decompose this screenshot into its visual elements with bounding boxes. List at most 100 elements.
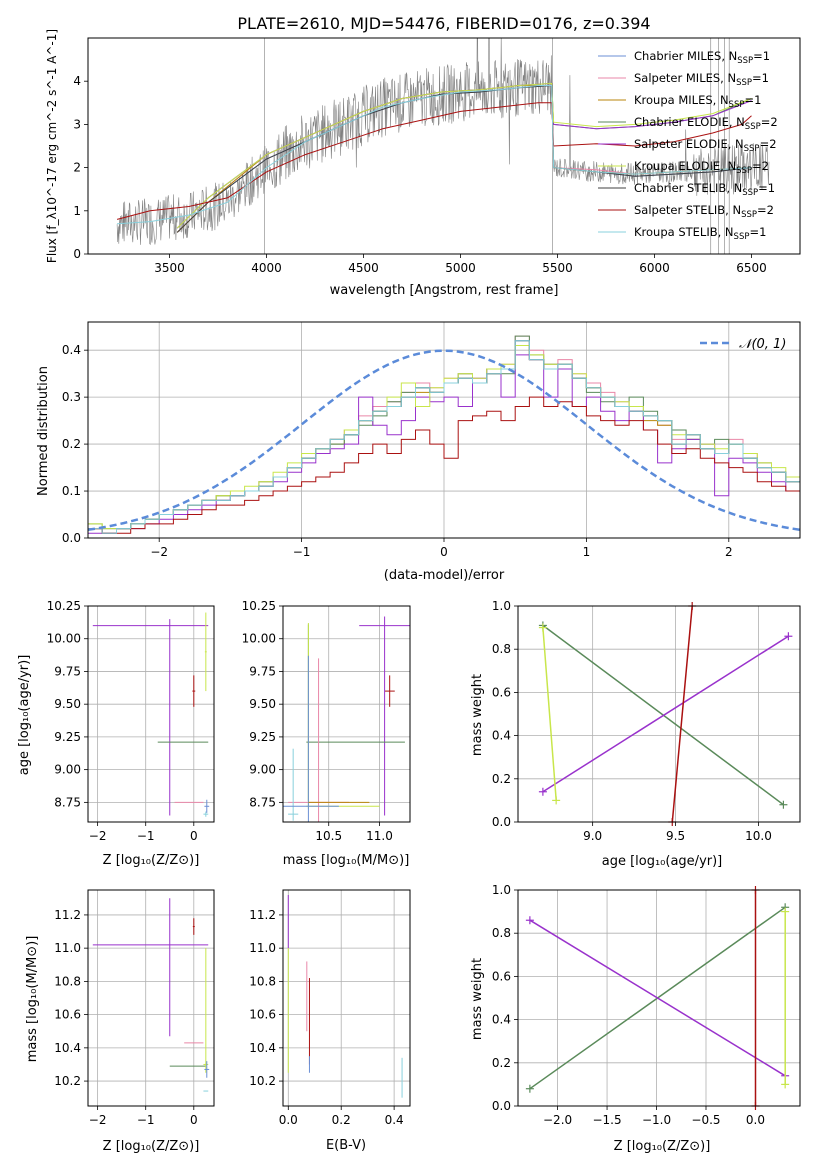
x-tick-label: −0.5 xyxy=(691,1113,720,1127)
model-line xyxy=(116,102,752,220)
z-weight-xlabel: Z [log₁₀(Z/Z⊙)] xyxy=(614,1139,711,1154)
axes-frame xyxy=(87,321,801,539)
legend-tail: =2 xyxy=(757,203,774,217)
legend-label: Kroupa STELIB, NSSP=1 xyxy=(634,225,766,242)
legend-subscript: SSP xyxy=(744,144,760,154)
residuals-panel: −2 −1 0 1 2 0.0 0.1 0.2 0.3 0.4 xyxy=(62,321,801,559)
x-tick-label: 0.2 xyxy=(332,1113,351,1127)
axes-frame xyxy=(282,605,411,823)
spectrum-panel: 3500 4000 4500 5000 5500 6000 6500 0 1 2 3 4 xyxy=(73,37,801,275)
y-tick-label: 0.2 xyxy=(492,1056,511,1070)
legend-tail: =2 xyxy=(752,159,769,173)
y-tick-label: 10.4 xyxy=(249,1041,276,1055)
y-tick-label: 4 xyxy=(73,74,81,88)
weight-line xyxy=(529,919,786,1077)
y-tick-label: 0.1 xyxy=(62,484,81,498)
y-tick-label: 10.6 xyxy=(249,1008,276,1022)
legend-subscript: SSP xyxy=(741,210,757,220)
legend-label: Chabrier STELIB, NSSP=1 xyxy=(634,181,775,198)
y-tick-label: 10.4 xyxy=(54,1041,81,1055)
legend-tail: =1 xyxy=(758,181,775,195)
x-tick-label: −2 xyxy=(89,1113,107,1127)
y-tick-label: 3 xyxy=(73,117,81,131)
axes-frame xyxy=(282,889,411,1107)
y-tick-label: 10.2 xyxy=(249,1074,276,1088)
y-tick-label: 0.4 xyxy=(492,729,511,743)
y-tick-label: 0.2 xyxy=(492,772,511,786)
y-tick-label: 9.00 xyxy=(249,763,276,777)
x-tick-label: 6500 xyxy=(736,261,767,275)
legend-subscript: SSP xyxy=(737,56,753,66)
axes-frame xyxy=(87,889,215,1107)
x-tick-label: −1.5 xyxy=(592,1113,621,1127)
x-tick-label: 4500 xyxy=(348,261,379,275)
y-tick-label: 11.0 xyxy=(249,941,276,955)
y-tick-label: 1.0 xyxy=(492,883,511,897)
x-tick-label: 0.0 xyxy=(746,1113,765,1127)
legend-label: Chabrier ELODIE, NSSP=2 xyxy=(634,115,778,132)
y-tick-label: 9.50 xyxy=(249,697,276,711)
legend-tail: =2 xyxy=(761,115,778,129)
y-tick-label: 11.2 xyxy=(249,908,276,922)
y-tick-label: 0.0 xyxy=(492,1099,511,1113)
legend-label: Salpeter MILES, NSSP=1 xyxy=(634,71,769,88)
y-tick-label: 0.3 xyxy=(62,390,81,404)
x-tick-label: 11.0 xyxy=(366,829,393,843)
histogram-step xyxy=(88,396,800,534)
y-tick-label: 0 xyxy=(73,247,81,261)
histogram-step xyxy=(88,340,800,534)
legend-tail: =1 xyxy=(752,71,769,85)
x-tick-label: 10.0 xyxy=(745,829,772,843)
x-tick-label: 5000 xyxy=(445,261,476,275)
y-tick-label: 11.2 xyxy=(54,908,81,922)
x-tick-label: −1 xyxy=(137,1113,155,1127)
spectrum-legend: Chabrier MILES, NSSP=1 Salpeter MILES, NS… xyxy=(598,49,778,242)
x-tick-label: 0 xyxy=(190,1113,198,1127)
z-weight-panel: −2.0 −1.5 −1.0 −0.5 0.0 0.0 0.2 0.4 0.6 0.8 1.0 xyxy=(492,883,801,1127)
y-tick-label: 0.4 xyxy=(62,343,81,357)
residuals-xlabel: (data-model)/error xyxy=(384,568,505,583)
residual-histograms xyxy=(88,335,800,534)
x-tick-label: 0 xyxy=(190,829,198,843)
y-tick-label: 9.25 xyxy=(249,730,276,744)
x-tick-label: −1.0 xyxy=(642,1113,671,1127)
y-tick-label: 1 xyxy=(73,204,81,218)
z-age-ylabel: age [log₁₀(age/yr)] xyxy=(17,655,32,776)
z-age-panel: −2 −1 0 8.75 9.00 9.25 9.50 9.75 10.00 10.25 xyxy=(47,599,215,843)
x-tick-label: 9.0 xyxy=(583,829,602,843)
legend-tail: =1 xyxy=(753,49,770,63)
figure-title: PLATE=2610, MJD=54476, FIBERID=0176, z=0… xyxy=(237,14,650,33)
legend-tail: =2 xyxy=(760,137,777,151)
legend-subscript: SSP xyxy=(745,122,761,132)
x-tick-label: 0 xyxy=(440,545,448,559)
y-tick-label: 10.25 xyxy=(47,599,81,613)
mass-age-xlabel: mass [log₁₀(M/M⊙)] xyxy=(283,853,410,868)
y-tick-label: 2 xyxy=(73,161,81,175)
x-tick-label: 3500 xyxy=(154,261,185,275)
x-tick-label: 2 xyxy=(725,545,733,559)
y-tick-label: 0.0 xyxy=(62,531,81,545)
x-tick-label: 0.0 xyxy=(279,1113,298,1127)
spectrum-ylabel: Flux [f_λ10^-17 erg cm^-2 s^-1 A^-1] xyxy=(45,29,59,263)
y-tick-label: 10.00 xyxy=(242,632,276,646)
legend-subscript: SSP xyxy=(742,188,758,198)
weight-line xyxy=(671,605,693,823)
legend-label: Kroupa ELODIE, NSSP=2 xyxy=(634,159,769,176)
normal-legend-label: 𝒩(0, 1) xyxy=(739,337,786,352)
y-tick-label: 9.75 xyxy=(249,664,276,678)
legend-label: Salpeter ELODIE, NSSP=2 xyxy=(634,137,777,154)
z-weight-ylabel: mass weight xyxy=(470,958,485,1040)
x-tick-label: 9.5 xyxy=(666,829,685,843)
x-tick-label: 6000 xyxy=(639,261,670,275)
z-mass-ylabel: mass [log₁₀(M/M⊙)] xyxy=(25,936,40,1063)
y-tick-label: 10.2 xyxy=(54,1074,81,1088)
x-tick-label: −2 xyxy=(150,545,168,559)
z-mass-panel: −2 −1 0 10.2 10.4 10.6 10.8 11.0 11.2 xyxy=(54,889,215,1127)
age-weight-xlabel: age [log₁₀(age/yr)] xyxy=(602,854,723,869)
legend-label: Chabrier MILES, NSSP=1 xyxy=(634,49,770,66)
legend-tail: =1 xyxy=(749,225,766,239)
ebv-mass-xlabel: E(B-V) xyxy=(326,1138,366,1153)
y-tick-label: 9.25 xyxy=(54,730,81,744)
x-tick-label: 4000 xyxy=(251,261,282,275)
